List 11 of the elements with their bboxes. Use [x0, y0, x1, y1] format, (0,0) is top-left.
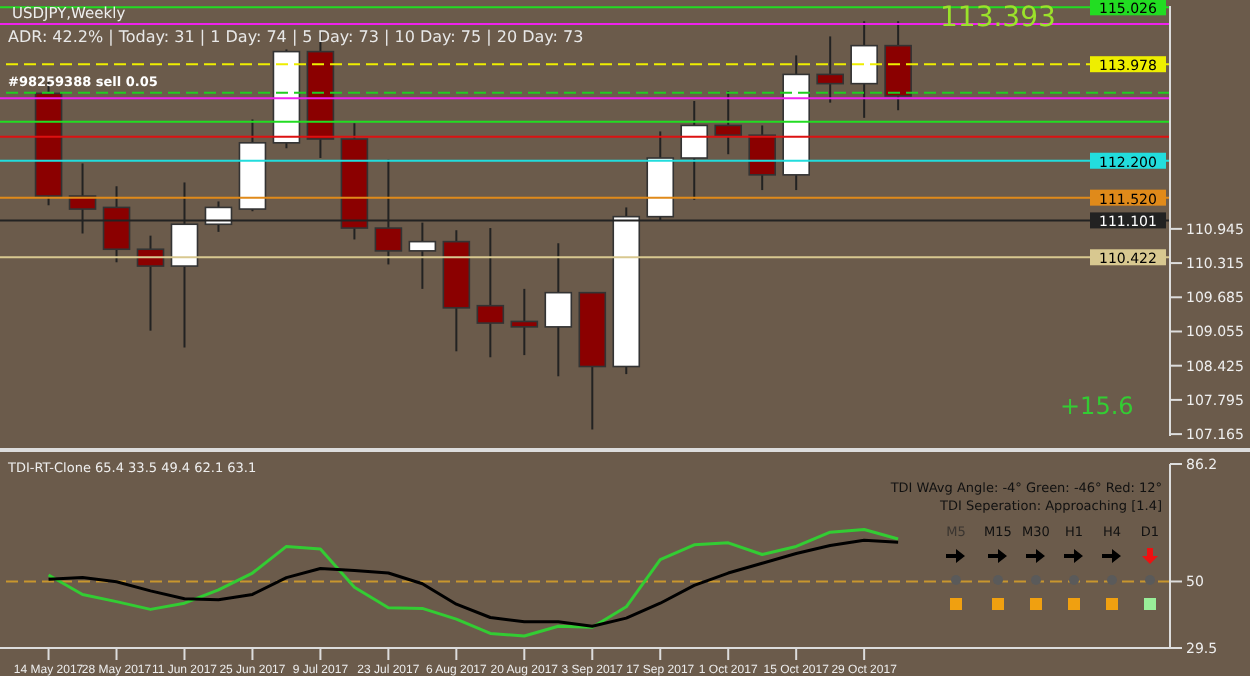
candlestick — [680, 100, 709, 201]
candlestick — [136, 234, 165, 332]
candlestick — [510, 287, 539, 357]
annotation: ADR: 42.2% | Today: 31 | 1 Day: 74 | 5 Day: 73 | 10 Day: 75 | 20 Day: 73 — [8, 28, 584, 46]
candlestick — [476, 227, 505, 359]
candlestick — [544, 242, 573, 378]
candlestick — [816, 35, 844, 104]
candlestick — [748, 124, 777, 192]
candlestick — [714, 90, 743, 156]
candlestick — [850, 20, 878, 119]
annotation: +15.6 — [1060, 392, 1134, 420]
